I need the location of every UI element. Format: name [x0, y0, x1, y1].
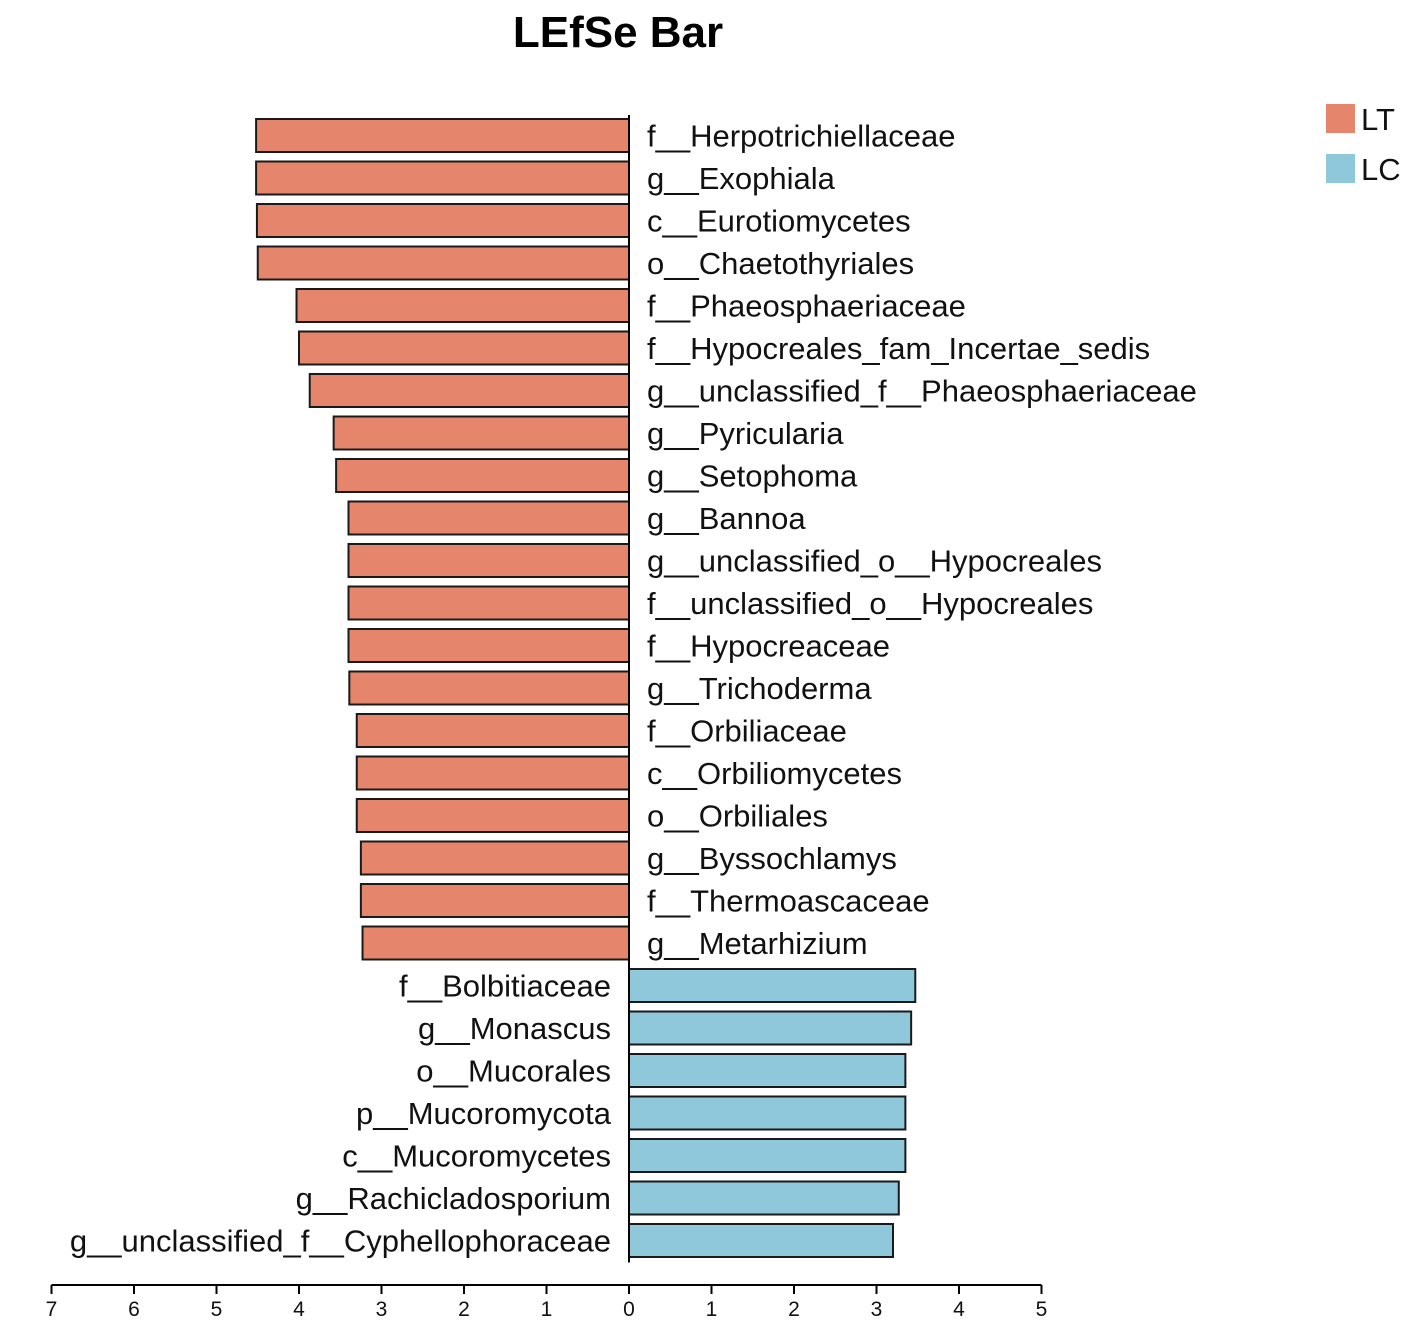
bar-lt-11 [347, 585, 630, 621]
x-tick-label: 1 [541, 1298, 553, 1321]
bar-lt-7 [332, 415, 630, 451]
category-label: f__Orbiliaceae [647, 714, 847, 749]
category-label: c__Eurotiomycetes [647, 204, 911, 239]
category-label: g__Trichoderma [647, 671, 872, 706]
category-label: g__Exophiala [647, 161, 836, 196]
category-label: o__Chaetothyriales [647, 246, 914, 281]
category-label: f__Phaeosphaeriaceae [647, 289, 966, 324]
legend-label-lt: LT [1361, 102, 1395, 137]
category-label: g__Bannoa [647, 501, 806, 536]
x-tick-label: 3 [871, 1298, 883, 1321]
category-label: f__Thermoascaceae [647, 884, 930, 919]
bar-lt-12 [347, 628, 630, 663]
bar-lt-18 [359, 883, 630, 918]
category-label: o__Orbiliales [647, 799, 828, 834]
category-label: c__Orbiliomycetes [647, 756, 902, 791]
legend: LT LC [1326, 102, 1401, 187]
category-label: g__Monascus [418, 1011, 611, 1046]
x-tick-label: 4 [953, 1298, 965, 1321]
bar-lt-3 [256, 245, 630, 281]
x-tick-label: 2 [788, 1298, 800, 1321]
bar-lt-16 [355, 798, 630, 833]
x-tick-label: 5 [211, 1298, 223, 1321]
category-label: p__Mucoromycota [356, 1096, 612, 1131]
bar-lc-1 [628, 1010, 913, 1046]
bar-lt-15 [355, 755, 630, 791]
x-axis: 7 6 5 4 3 2 1 0 1 2 3 4 5 [46, 1284, 1048, 1321]
x-tick-label: 7 [46, 1298, 58, 1321]
category-label: f__Herpotrichiellaceae [647, 119, 955, 154]
bar-lt-8 [335, 458, 630, 493]
category-label: g__unclassified_o__Hypocreales [647, 544, 1102, 579]
category-labels-group: f__Herpotrichiellaceae g__Exophiala c__Eur… [70, 119, 1197, 1259]
category-label: f__Hypocreales_fam_Incertae_sedis [647, 331, 1150, 366]
bar-lt-1 [255, 160, 630, 196]
x-tick-label: 6 [128, 1298, 140, 1321]
legend-label-lc: LC [1361, 152, 1401, 187]
bar-lt-5 [298, 330, 630, 366]
bar-lc-4 [628, 1138, 907, 1173]
bars-group [255, 118, 917, 1258]
bar-lc-6 [628, 1223, 894, 1258]
bar-lc-5 [628, 1180, 900, 1216]
bar-lt-10 [347, 543, 630, 578]
bar-lt-2 [255, 203, 630, 238]
x-tick-label: 3 [376, 1298, 388, 1321]
bar-lt-19 [361, 925, 630, 961]
category-label: g__unclassified_f__Phaeosphaeriaceae [647, 374, 1197, 409]
category-label: f__unclassified_o__Hypocreales [647, 586, 1093, 621]
legend-swatch-lt [1326, 104, 1355, 133]
category-label: f__Bolbitiaceae [399, 969, 611, 1004]
category-label: g__Pyricularia [647, 416, 844, 451]
bar-lt-17 [359, 840, 630, 876]
category-label: g__unclassified_f__Cyphellophoraceae [70, 1224, 611, 1259]
x-tick-label: 2 [458, 1298, 470, 1321]
category-label: g__Metarhizium [647, 926, 868, 961]
category-label: g__Byssochlamys [647, 841, 897, 876]
category-label: f__Hypocreaceae [647, 629, 890, 664]
x-tick-label: 5 [1036, 1298, 1048, 1321]
category-label: g__Setophoma [647, 459, 858, 494]
category-label: c__Mucoromycetes [342, 1139, 611, 1174]
bar-lt-4 [295, 288, 630, 323]
bar-lt-14 [355, 713, 630, 748]
category-label: g__Rachicladosporium [296, 1181, 611, 1216]
bar-lt-0 [255, 118, 630, 153]
bar-lt-13 [348, 670, 630, 706]
bar-lt-6 [308, 373, 630, 408]
bar-lc-0 [628, 968, 917, 1003]
bar-lc-3 [628, 1095, 907, 1131]
legend-swatch-lc [1326, 154, 1355, 183]
x-tick-label: 0 [623, 1298, 635, 1321]
bar-lt-9 [347, 500, 630, 536]
category-label: o__Mucorales [416, 1054, 611, 1089]
bar-lc-2 [628, 1053, 907, 1088]
chart-title: LEfSe Bar [513, 8, 723, 57]
x-tick-label: 4 [293, 1298, 305, 1321]
x-tick-label: 1 [706, 1298, 718, 1321]
